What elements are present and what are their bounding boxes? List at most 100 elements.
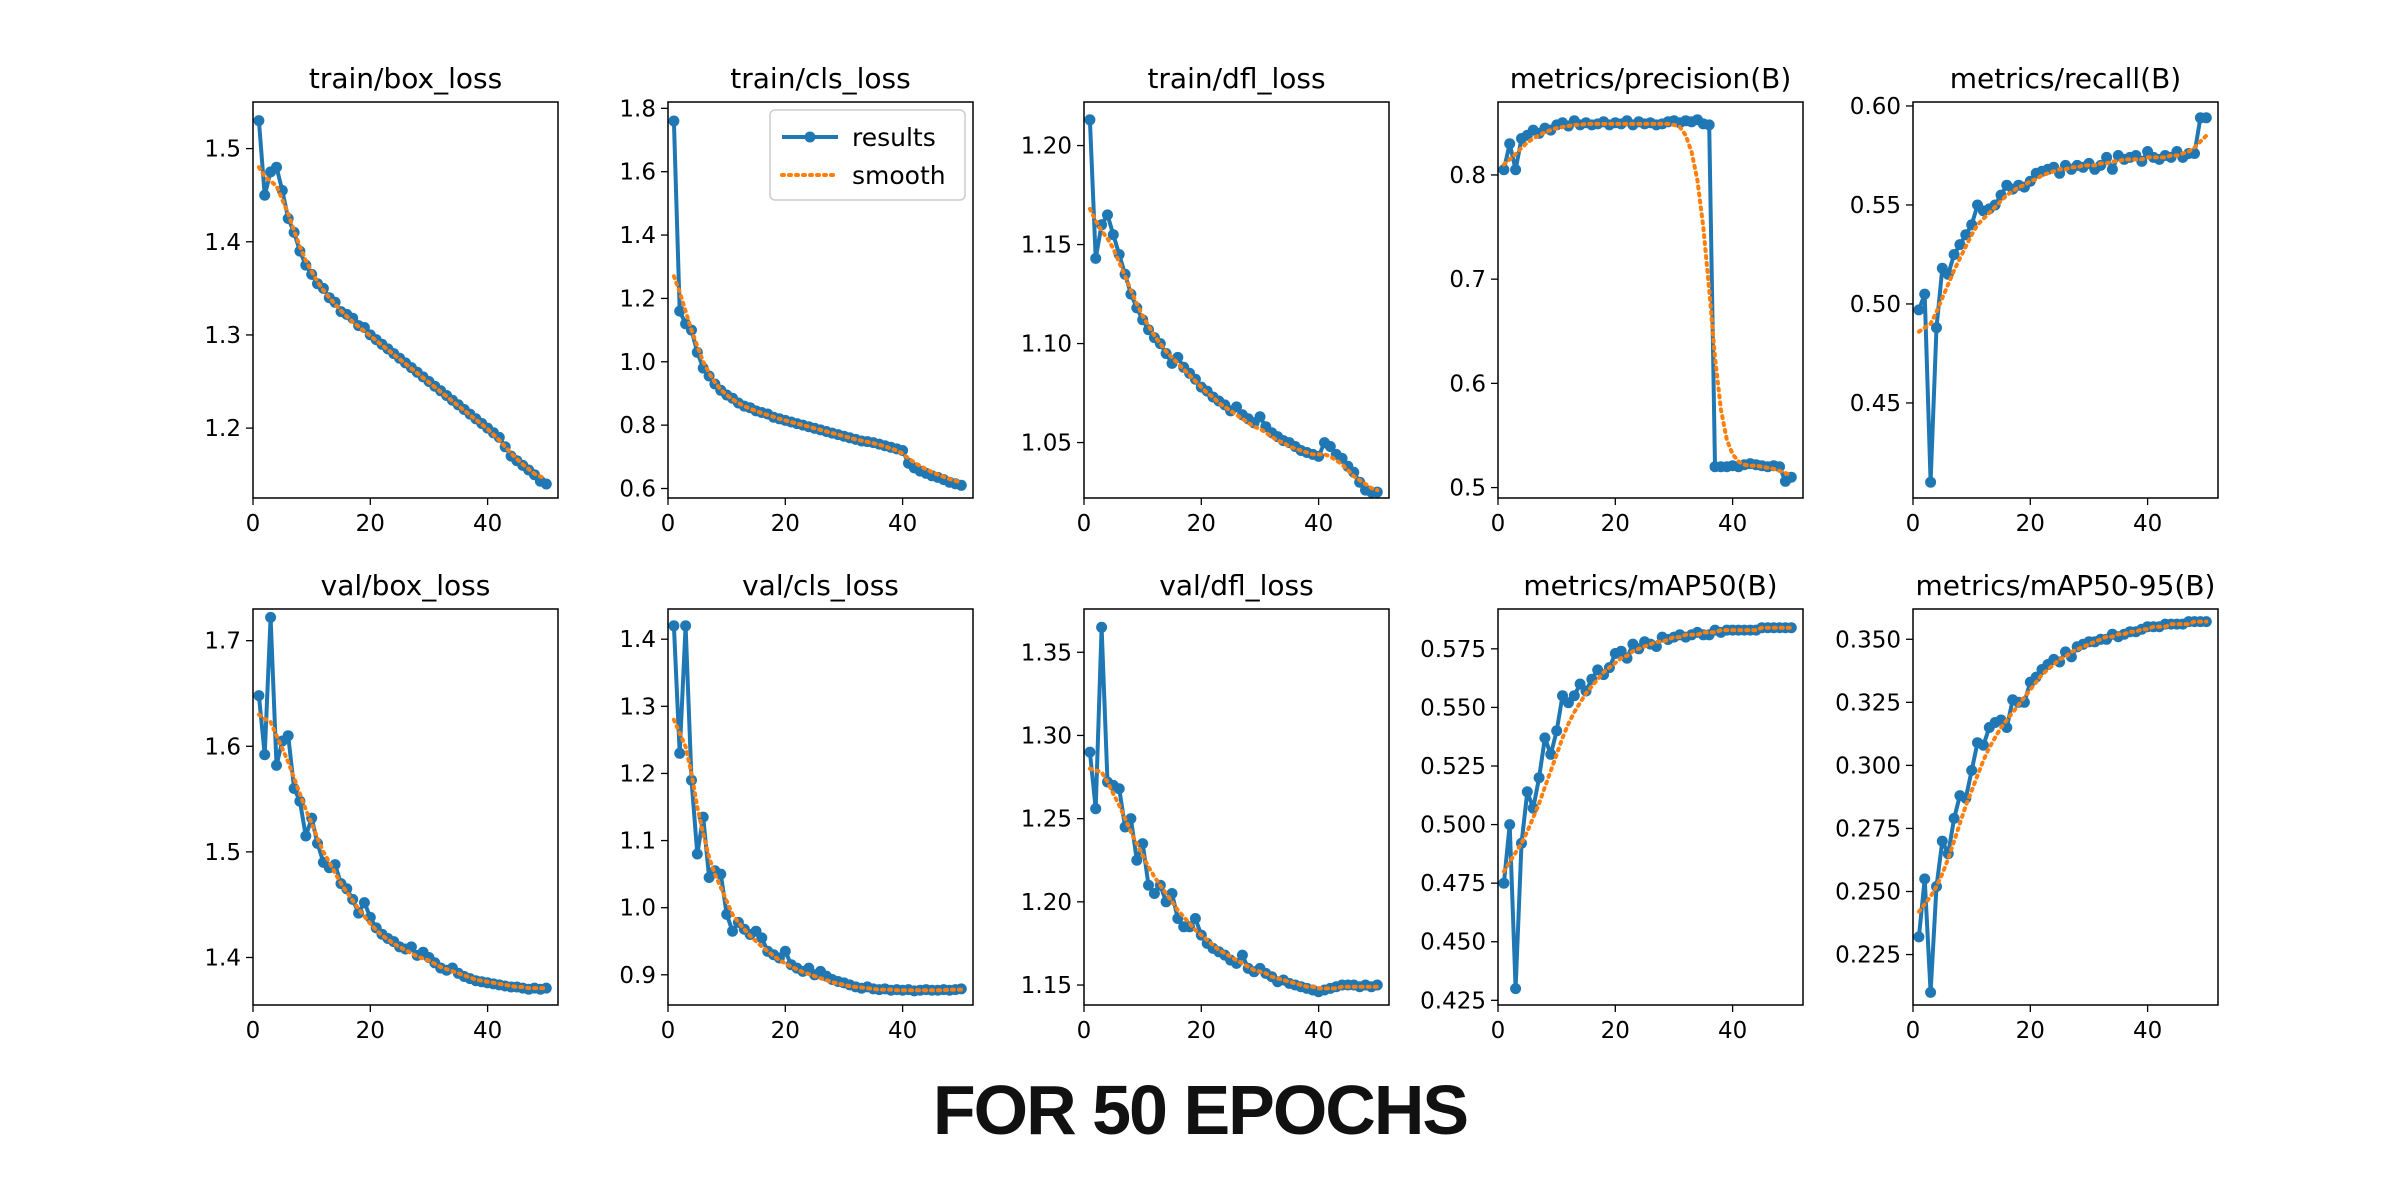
x-tick-label: 0 [661,511,676,537]
results-point [259,189,271,201]
x-tick-label: 20 [1187,511,1216,537]
results-point [1960,229,1972,241]
legend-box [769,109,966,201]
x-tick-label: 20 [1601,511,1630,537]
results-point [779,945,791,957]
results-point [1498,164,1510,176]
y-tick-label: 1.25 [1021,807,1072,833]
results-point [1936,835,1948,847]
y-tick-label: 0.250 [1835,879,1901,905]
results-point [2101,151,2113,163]
plot-frame [252,608,559,1006]
x-tick-label: 20 [356,1018,385,1044]
results-point [1236,949,1248,961]
results-point [2106,163,2118,175]
x-tick-label: 40 [2133,511,2162,537]
subplot-4: metrics/precision(B) 0 20 40 0.5 0.6 0.7 0.8 [1449,62,1804,537]
smooth-line [1501,625,1794,874]
results-point [1954,239,1966,251]
subplot-2: train/cls_loss 0 20 40 0.6 0.8 1.0 1.2 1.4 1.6 1.8… [619,62,974,537]
results-point [1231,401,1242,413]
x-tick-label: 40 [1304,511,1333,537]
results-point [2030,671,2042,683]
plot-frame [1497,608,1804,1006]
y-tick-label: 1.2 [204,416,241,442]
x-tick-label: 0 [1906,511,1921,537]
figure-caption: FOR 50 EPOCHS [932,1071,1469,1149]
results-point [358,897,370,909]
results-point [1090,252,1102,264]
subplot-title: val/dfl_loss [1159,569,1313,602]
results-point [1498,877,1510,889]
results-point [2200,112,2212,124]
subplot-9: metrics/mAP50(B) 0 20 40 0.425 0.450 0.475 0.50… [1420,569,1804,1044]
plot-frame [252,101,559,499]
y-tick-label: 0.425 [1420,988,1486,1014]
plot-frame [667,608,974,1006]
results-point [1102,209,1113,221]
y-tick-label: 0.55 [1850,193,1901,219]
results-point [1919,288,1931,300]
y-tick-label: 1.8 [619,96,656,122]
y-tick-label: 0.5 [1449,476,1486,502]
y-tick-label: 0.300 [1835,753,1901,779]
y-tick-label: 1.4 [619,627,656,653]
results-point [1131,854,1143,866]
results-point [282,730,294,742]
subplot-5: metrics/recall(B) 0 20 40 0.45 0.50 0.55 0.60 [1850,62,2219,537]
smooth-line [1916,619,2209,914]
x-tick-label: 40 [888,1018,917,1044]
results-line [671,623,962,993]
results-point [1348,466,1360,478]
results-point [300,830,312,842]
y-tick-label: 1.35 [1021,640,1072,666]
subplot-1: train/box_loss 0 20 40 1.2 1.3 1.4 1.5 [204,62,559,537]
x-tick-label: 0 [1491,1018,1506,1044]
results-point [715,868,727,880]
subplot-7: val/cls_loss 0 20 40 0.9 1.0 1.1 1.2 1.3 1.4 [619,569,974,1044]
results-point [756,932,768,944]
results-point [1931,322,1942,334]
results-point [1510,164,1522,176]
results-point [1977,739,1989,751]
subplot-title: train/box_loss [309,62,502,95]
x-tick-label: 0 [1906,1018,1921,1044]
results-point [668,620,680,632]
results-line [256,120,548,486]
results-point [1148,888,1160,899]
x-tick-label: 0 [1491,511,1506,537]
results-point [674,747,686,759]
y-tick-label: 0.50 [1850,292,1901,318]
results-point [1919,873,1931,885]
results-point [540,478,552,490]
subplot-title: val/box_loss [321,569,491,602]
subplot-title: val/cls_loss [742,569,899,602]
y-tick-label: 1.5 [204,840,241,866]
y-tick-label: 1.5 [204,137,241,163]
plot-frame [1497,101,1804,499]
y-tick-label: 1.6 [619,160,656,186]
results-point [1504,138,1516,150]
results-point [1774,461,1785,473]
plot-frame [1912,101,2219,499]
results-point [1539,732,1551,744]
results-point [1143,879,1154,891]
x-tick-label: 20 [356,511,385,537]
results-point [1533,772,1545,784]
results-point [1504,819,1516,831]
results-point [721,908,733,920]
y-tick-label: 0.6 [619,476,656,502]
x-tick-label: 0 [1077,1018,1092,1044]
results-line [1916,619,2207,995]
results-point [271,759,282,771]
results-point [253,690,265,702]
results-point [674,305,686,317]
x-tick-label: 0 [246,511,261,537]
results-point [1254,411,1266,423]
x-tick-label: 40 [1718,1018,1747,1044]
y-tick-label: 0.60 [1850,94,1901,120]
y-tick-label: 0.9 [619,963,656,989]
results-point [364,911,376,923]
results-point [691,848,703,860]
y-tick-label: 1.10 [1021,332,1072,358]
